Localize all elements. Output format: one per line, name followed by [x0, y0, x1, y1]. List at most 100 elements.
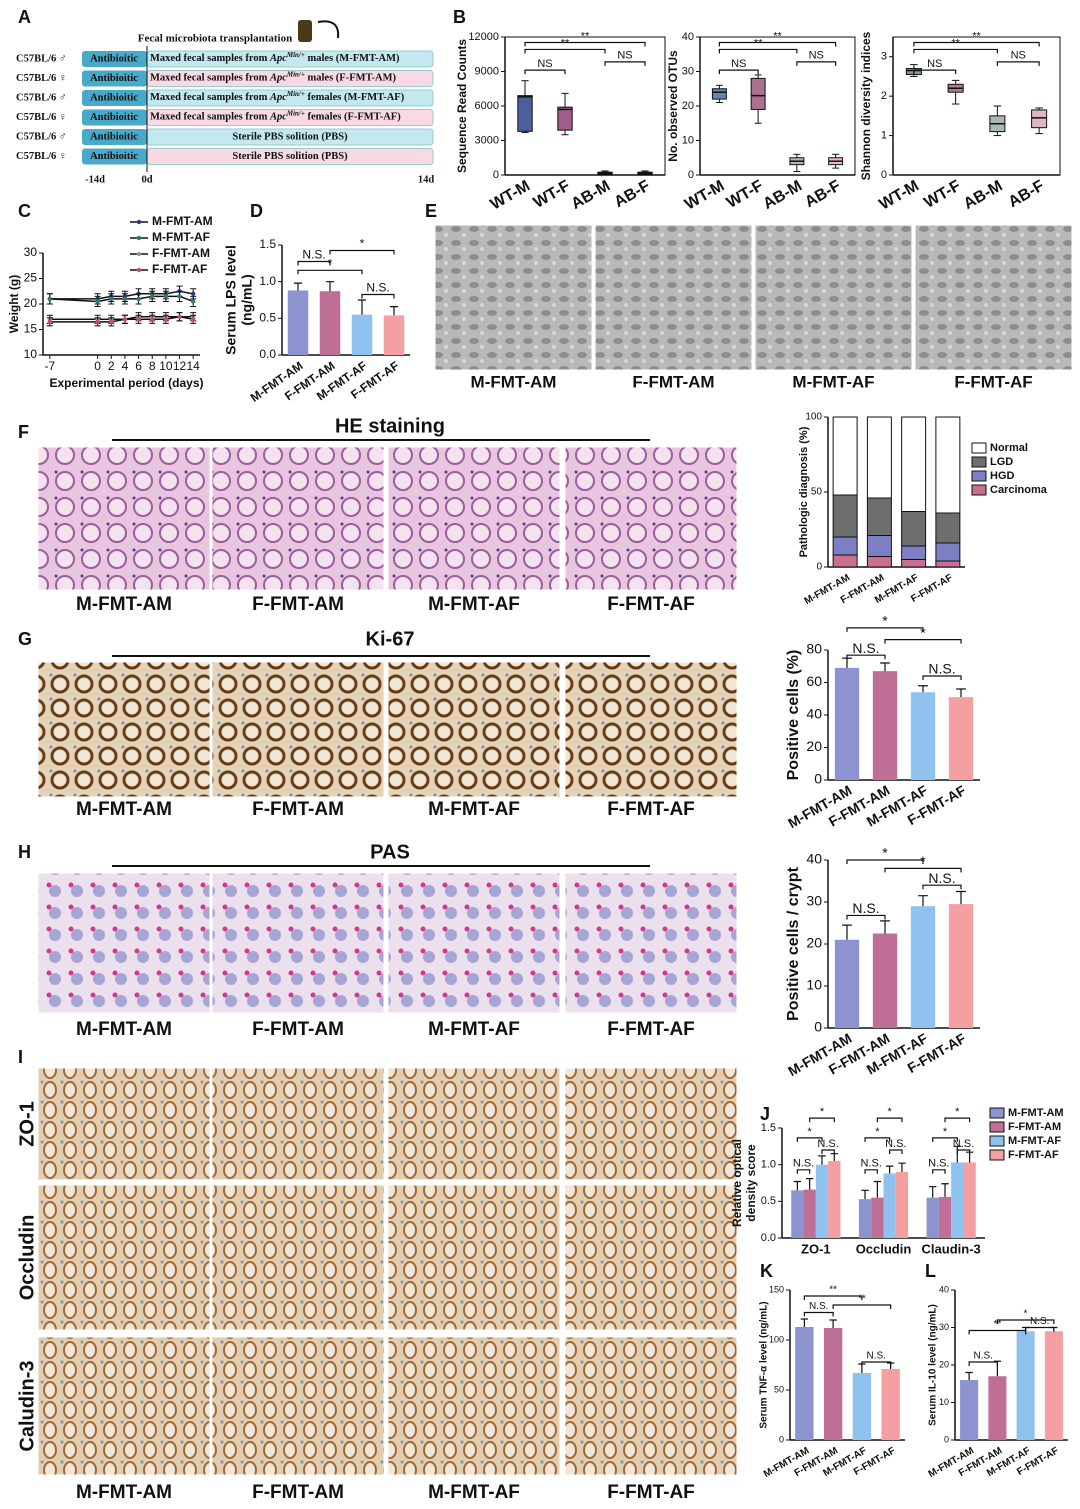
significance-label: ** — [858, 1294, 866, 1305]
y-tick-label: 1.0 — [259, 274, 276, 288]
error-bar — [885, 1165, 894, 1174]
error-bar — [800, 1318, 809, 1327]
micrograph — [37, 1067, 211, 1181]
legend-label: F-FMT-AM — [1008, 1121, 1061, 1133]
y-tick-label: 3 — [881, 51, 887, 63]
y-tick-label: 10 — [939, 1397, 949, 1407]
bar-segment — [832, 554, 858, 568]
x-tick-label: 10 — [159, 359, 173, 373]
significance-bracket — [889, 1149, 903, 1154]
significance-bracket — [846, 859, 924, 864]
x-tick-label: AB-M — [961, 177, 1006, 213]
significance-bracket — [329, 249, 395, 255]
bar — [948, 904, 974, 1028]
arrow-icon — [317, 20, 340, 39]
y-axis-label: Positive cells / crypt — [785, 866, 802, 1021]
significance-label: * — [888, 1106, 893, 1118]
bar — [910, 692, 936, 780]
bar — [881, 1369, 900, 1440]
micrograph — [564, 1184, 738, 1331]
error-bar — [965, 1371, 973, 1380]
significance-label: ** — [754, 37, 763, 49]
significance-bracket — [604, 61, 646, 66]
legend-swatch — [989, 1121, 1005, 1133]
significance-bracket — [524, 41, 646, 47]
panel-letter: I — [18, 1047, 23, 1067]
plot-frame — [892, 36, 1061, 176]
time-label: -14d — [85, 174, 105, 185]
panel-letter: A — [18, 7, 31, 27]
significance-label: N.S. — [852, 900, 879, 916]
image-panel-title: PAS — [370, 841, 410, 863]
significance-label: NS — [731, 58, 746, 70]
micrograph — [387, 1336, 561, 1476]
significance-bracket — [996, 1319, 1055, 1324]
bar — [858, 1199, 872, 1238]
y-axis-label: (ng/mL) — [239, 274, 255, 325]
bar — [872, 933, 898, 1028]
micrograph — [37, 872, 211, 1014]
row-label: Caludin-3 — [16, 1360, 38, 1451]
significance-label: NS — [1011, 50, 1026, 62]
x-tick-label: AB-M — [568, 177, 613, 213]
legend-label: M-FMT-AF — [152, 230, 210, 244]
legend-marker — [136, 267, 142, 273]
significance-label: ** — [581, 30, 590, 42]
image-label: M-FMT-AM — [76, 799, 172, 820]
box — [750, 77, 766, 110]
significance-label: * — [882, 613, 888, 629]
gene-name: Apc — [269, 112, 287, 123]
image-label: M-FMT-AF — [428, 594, 520, 615]
x-tick-label: 8 — [149, 359, 156, 373]
y-tick-label: 9000 — [475, 65, 499, 77]
point — [163, 294, 169, 299]
image-label: M-FMT-AM — [76, 1019, 172, 1040]
bar — [319, 291, 341, 355]
image-label: F-FMT-AF — [607, 1019, 695, 1040]
panel-letter: J — [760, 1104, 770, 1124]
error-bar — [941, 1183, 949, 1197]
strain-label: C57BL/6 ♂ — [16, 131, 67, 142]
legend-swatch — [971, 470, 987, 482]
significance-bracket — [796, 1137, 823, 1142]
image-panel-title: Ki-67 — [366, 628, 415, 650]
point — [190, 291, 196, 296]
phase-text: Maxed fecal samples from — [150, 92, 270, 103]
significance-bracket — [922, 884, 962, 890]
error-bar — [873, 1180, 882, 1198]
significance-label: N.S. — [860, 1158, 881, 1170]
significance-label: ** — [972, 30, 981, 42]
y-tick-label: 100 — [769, 1334, 784, 1344]
legend-label: M-FMT-AM — [152, 214, 213, 228]
significance-label: N.S. — [793, 1158, 814, 1170]
panel-letter: K — [760, 1261, 773, 1281]
error-bar — [389, 306, 399, 316]
image-label: F-FMT-AF — [607, 799, 695, 820]
y-axis-label: density score — [744, 1144, 758, 1222]
phase-text: males (F-FMT-AM) — [305, 73, 397, 84]
error-bar — [293, 282, 303, 291]
point — [122, 296, 128, 302]
bar — [988, 1376, 1007, 1440]
significance-label: NS — [809, 50, 824, 62]
point — [190, 317, 196, 322]
y-axis-label: Positive cells (%) — [785, 650, 802, 781]
error-bar — [818, 1155, 826, 1165]
bar — [834, 939, 860, 1028]
plot-frame — [699, 36, 856, 176]
gene-superscript: Min/+ — [286, 90, 305, 98]
x-tick-label: -7 — [44, 359, 55, 373]
significance-label: * — [360, 237, 365, 251]
y-tick-label: 15 — [24, 322, 38, 336]
image-label: M-FMT-AM — [76, 594, 172, 615]
micrograph — [594, 224, 753, 371]
y-tick-label: 40 — [806, 706, 822, 722]
significance-label: * — [943, 1126, 948, 1138]
significance-bracket — [846, 914, 886, 920]
x-tick-label: 6 — [135, 359, 142, 373]
image-label: M-FMT-AF — [428, 1019, 520, 1040]
legend-label: HGD — [990, 470, 1015, 482]
bar — [883, 1173, 896, 1238]
error-bar — [953, 1145, 962, 1163]
